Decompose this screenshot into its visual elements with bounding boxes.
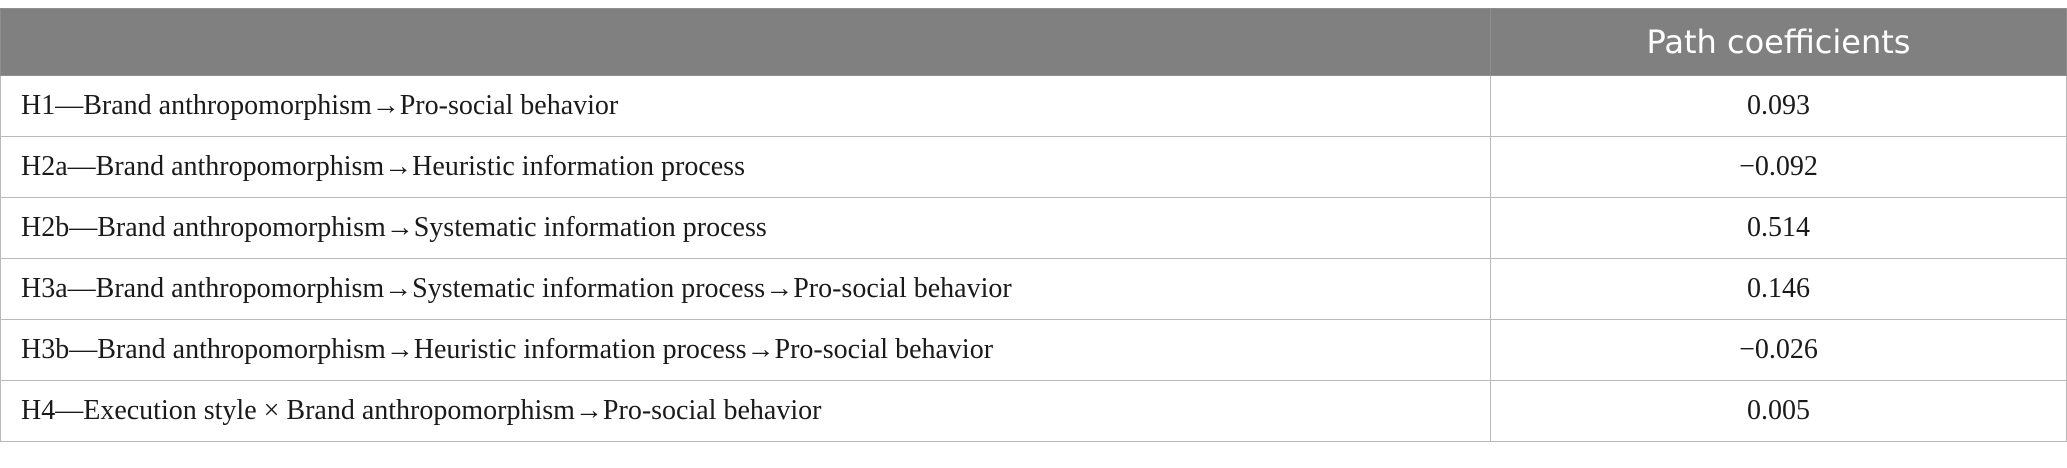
table-row: H3a—Brand anthropomorphism→Systematic in… (0, 258, 2067, 320)
coefficient-cell: −0.026 (1490, 319, 2067, 381)
hypothesis-cell: H3a—Brand anthropomorphism→Systematic in… (0, 258, 1491, 320)
header-cell-hypothesis (0, 8, 1491, 76)
hypothesis-cell: H2a—Brand anthropomorphism→Heuristic inf… (0, 136, 1491, 198)
path-coefficients-table-container: Path coefficients H1—Brand anthropomorph… (0, 8, 2067, 442)
table-header: Path coefficients (0, 8, 2067, 76)
coefficient-cell: 0.514 (1490, 197, 2067, 259)
table-row: H3b—Brand anthropomorphism→Heuristic inf… (0, 319, 2067, 381)
coefficient-cell: 0.093 (1490, 75, 2067, 137)
table-body: H1—Brand anthropomorphism→Pro-social beh… (0, 75, 2067, 442)
header-cell-path-coefficients: Path coefficients (1490, 8, 2067, 76)
coefficient-cell: −0.092 (1490, 136, 2067, 198)
coefficient-cell: 0.146 (1490, 258, 2067, 320)
hypothesis-cell: H1—Brand anthropomorphism→Pro-social beh… (0, 75, 1491, 137)
header-row: Path coefficients (0, 8, 2067, 76)
coefficient-cell: 0.005 (1490, 380, 2067, 442)
hypothesis-cell: H2b—Brand anthropomorphism→Systematic in… (0, 197, 1491, 259)
hypothesis-cell: H3b—Brand anthropomorphism→Heuristic inf… (0, 319, 1491, 381)
table-row: H2a—Brand anthropomorphism→Heuristic inf… (0, 136, 2067, 198)
table-row: H1—Brand anthropomorphism→Pro-social beh… (0, 75, 2067, 137)
table-row: H2b—Brand anthropomorphism→Systematic in… (0, 197, 2067, 259)
hypothesis-cell: H4—Execution style × Brand anthropomorph… (0, 380, 1491, 442)
path-coefficients-table: Path coefficients H1—Brand anthropomorph… (0, 8, 2067, 442)
table-row: H4—Execution style × Brand anthropomorph… (0, 380, 2067, 442)
